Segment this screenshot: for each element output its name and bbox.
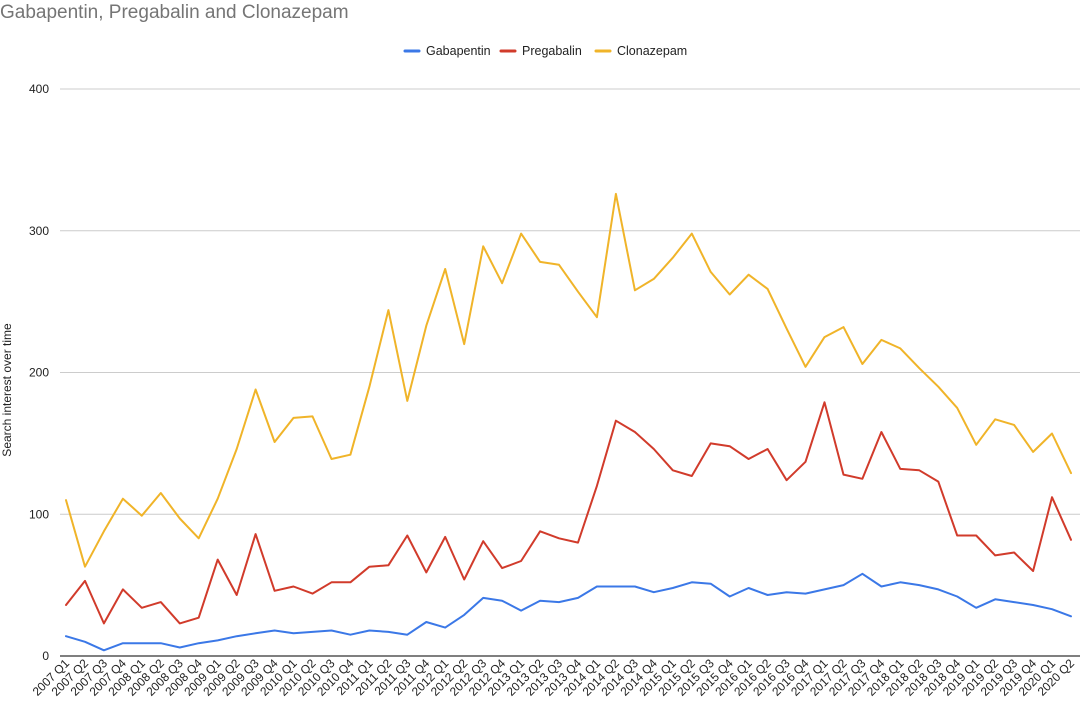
legend-label-gabapentin: Gabapentin [426, 44, 491, 58]
y-axis-label: Search interest over time [0, 323, 14, 457]
y-tick-label: 0 [42, 649, 49, 663]
legend: Gabapentin Pregabalin Clonazepam [403, 44, 687, 58]
y-tick-label: 300 [29, 224, 49, 238]
legend-label-clonazepam: Clonazepam [617, 44, 687, 58]
y-tick-label: 200 [29, 366, 49, 380]
legend-label-pregabalin: Pregabalin [522, 44, 582, 58]
series-line-clonazepam [65, 192, 1072, 568]
y-tick-label: 400 [29, 82, 49, 96]
y-tick-label: 100 [29, 507, 49, 521]
series-line-pregabalin [65, 401, 1072, 625]
series-lines [65, 192, 1072, 652]
series-line-gabapentin [65, 572, 1072, 652]
y-axis-ticks: 0 100 200 300 400 [29, 82, 49, 663]
grid-lines [60, 88, 1080, 657]
chart-title: Gabapentin, Pregabalin and Clonazepam [0, 2, 349, 23]
